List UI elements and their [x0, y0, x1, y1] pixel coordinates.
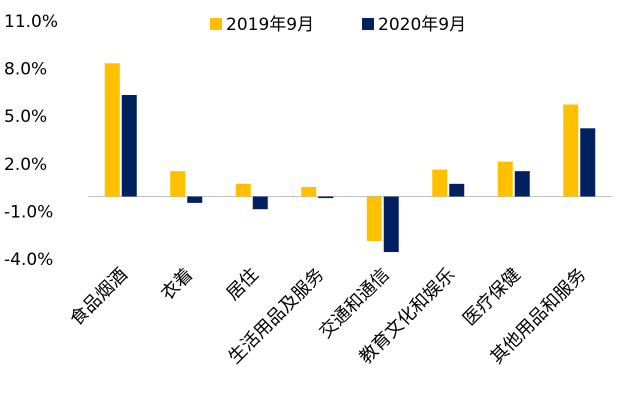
bar [366, 196, 382, 241]
bar [514, 171, 530, 197]
x-tick-label: 衣着 [157, 264, 197, 304]
y-tick-label: 8.0% [4, 60, 47, 80]
bar [235, 183, 251, 197]
bar [497, 161, 513, 197]
y-tick-label: 2.0% [4, 155, 47, 175]
bar [318, 196, 334, 199]
bar [449, 183, 465, 197]
bar [432, 169, 448, 197]
bar [301, 187, 317, 197]
legend-label: 2020年9月 [378, 15, 466, 35]
y-tick-label: 11.0% [4, 12, 58, 32]
bar [170, 171, 186, 197]
x-tick-label: 医疗保健 [459, 264, 525, 330]
legend-label: 2019年9月 [226, 15, 314, 35]
bar [121, 94, 137, 197]
x-tick-label: 居住 [223, 264, 263, 304]
x-tick-label: 食品烟酒 [66, 264, 132, 330]
y-tick-label: -1.0% [4, 202, 53, 222]
bar [580, 128, 596, 197]
bar [187, 196, 203, 203]
y-tick-label: -4.0% [4, 250, 53, 270]
legend-swatch [362, 18, 374, 30]
y-tick-label: 5.0% [4, 107, 47, 127]
bar [383, 196, 399, 253]
legend-swatch [210, 18, 222, 30]
bar [563, 104, 579, 197]
bar [252, 196, 268, 210]
bar [104, 63, 120, 197]
